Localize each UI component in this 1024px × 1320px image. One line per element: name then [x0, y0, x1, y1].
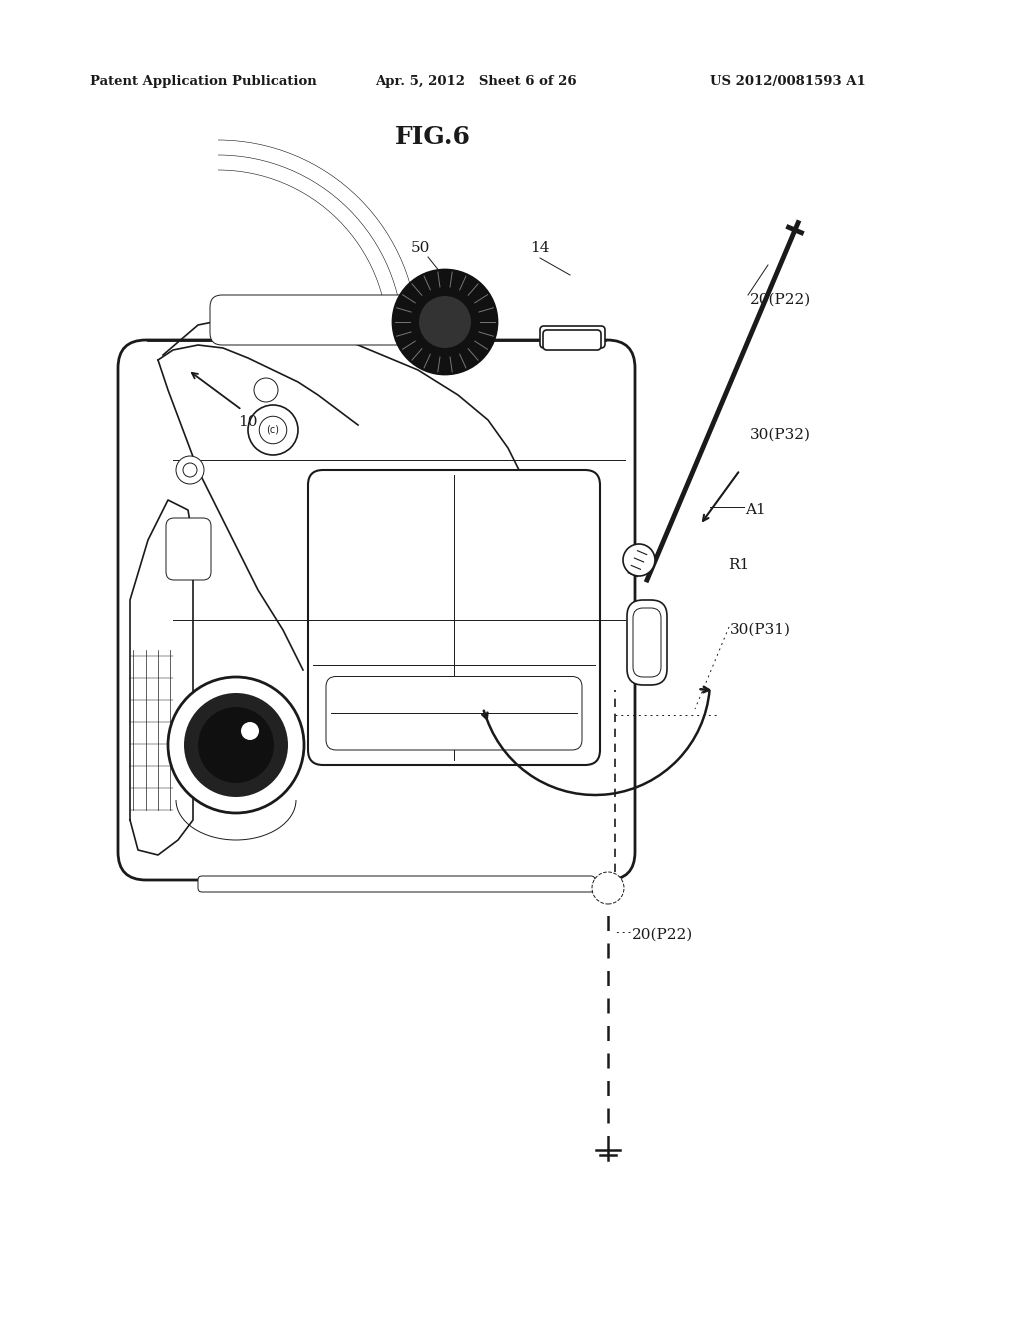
FancyBboxPatch shape: [166, 517, 211, 579]
Circle shape: [259, 416, 287, 444]
Text: 20(P22): 20(P22): [632, 928, 693, 942]
Text: 50: 50: [411, 242, 430, 255]
Text: (c): (c): [266, 425, 280, 436]
Text: FIG.6: FIG.6: [395, 125, 471, 149]
Circle shape: [168, 677, 304, 813]
Text: US 2012/0081593 A1: US 2012/0081593 A1: [710, 75, 865, 88]
Text: R1: R1: [728, 558, 750, 572]
FancyBboxPatch shape: [118, 341, 635, 880]
Text: A1: A1: [745, 503, 766, 517]
Text: Apr. 5, 2012   Sheet 6 of 26: Apr. 5, 2012 Sheet 6 of 26: [375, 75, 577, 88]
Text: 30(P32): 30(P32): [750, 428, 811, 442]
Text: 30(P31): 30(P31): [730, 623, 791, 638]
Circle shape: [184, 693, 288, 797]
FancyBboxPatch shape: [326, 676, 582, 750]
Text: 20(P22): 20(P22): [750, 293, 811, 308]
FancyBboxPatch shape: [540, 326, 605, 348]
FancyBboxPatch shape: [543, 330, 601, 350]
FancyBboxPatch shape: [627, 601, 667, 685]
Circle shape: [592, 873, 624, 904]
Circle shape: [393, 271, 497, 374]
Circle shape: [254, 378, 278, 403]
Text: 14: 14: [530, 242, 550, 255]
Text: 10: 10: [239, 414, 258, 429]
Circle shape: [419, 296, 471, 348]
Circle shape: [248, 405, 298, 455]
FancyBboxPatch shape: [308, 470, 600, 766]
FancyBboxPatch shape: [198, 876, 595, 892]
Circle shape: [623, 544, 655, 576]
FancyBboxPatch shape: [633, 609, 662, 677]
Text: Patent Application Publication: Patent Application Publication: [90, 75, 316, 88]
FancyBboxPatch shape: [210, 294, 453, 345]
Circle shape: [176, 455, 204, 484]
Circle shape: [241, 722, 259, 741]
Circle shape: [183, 463, 197, 477]
Circle shape: [198, 708, 274, 783]
